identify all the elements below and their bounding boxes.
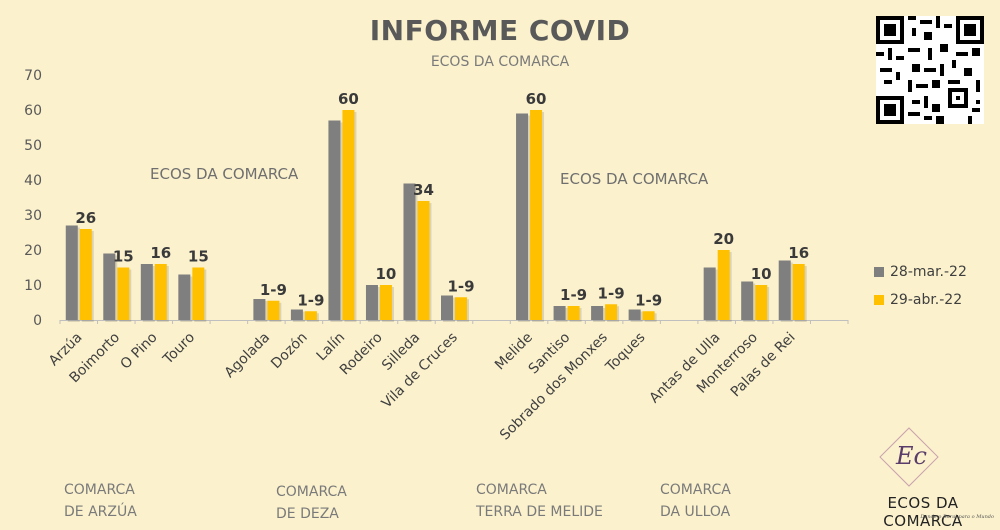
data-label: 60 — [526, 90, 547, 108]
y-tick-label: 30 — [24, 208, 42, 224]
bar-mar — [703, 267, 716, 320]
group-label-line: COMARCA — [64, 482, 135, 498]
group-label-ulloa: COMARCA DA ULLOA — [660, 479, 731, 523]
bar-abr — [717, 250, 730, 320]
group-label-line: COMARCA — [476, 482, 547, 498]
x-tick-label: Agolada — [222, 330, 274, 382]
ecos-da-comarca-logo: Ec ECOS DA COMARCA Dende o Rural para o … — [848, 427, 998, 530]
bar-abr — [79, 229, 92, 320]
y-tick-label: 0 — [33, 313, 42, 329]
logo-initials: Ec — [896, 442, 927, 470]
data-label: 1-9 — [260, 281, 287, 299]
bar-abr — [605, 304, 618, 320]
legend-item: 28-mar.-22 — [874, 258, 967, 286]
x-tick-label: Dozón — [268, 330, 311, 373]
bar-mar — [441, 295, 453, 320]
chart-legend: 28-mar.-22 29-abr.-22 — [874, 258, 967, 314]
bar-abr — [267, 300, 280, 320]
bar-mar — [103, 253, 116, 320]
data-label: 20 — [713, 230, 734, 248]
data-label: 16 — [788, 244, 809, 262]
group-label-melide: COMARCA TERRA DE MELIDE — [476, 479, 603, 523]
data-label: 15 — [113, 248, 134, 266]
bar-abr — [455, 297, 467, 320]
data-label: 34 — [413, 181, 434, 199]
bar-mar — [741, 281, 754, 320]
y-tick-label: 70 — [24, 68, 42, 84]
group-label-line: COMARCA — [276, 484, 347, 500]
group-label-line: DE ARZÚA — [64, 504, 137, 520]
legend-item: 29-abr.-22 — [874, 286, 967, 314]
bar-abr — [342, 110, 355, 320]
data-label: 10 — [751, 265, 772, 283]
bar-mar — [553, 306, 566, 320]
x-tick-label: Lalín — [314, 330, 349, 365]
group-label-deza: COMARCA DE DEZA — [276, 481, 347, 525]
bar-mar — [328, 120, 341, 320]
data-label: 26 — [75, 209, 96, 227]
bar-mar — [178, 274, 191, 320]
bar-abr — [642, 311, 655, 320]
bar-abr — [567, 306, 580, 320]
y-tick-label: 10 — [24, 278, 42, 294]
bar-abr — [154, 264, 167, 320]
y-tick-label: 40 — [24, 173, 42, 189]
bar-abr — [530, 110, 543, 320]
watermark-text: ECOS DA COMARCA — [560, 170, 709, 188]
bar-abr — [304, 311, 317, 320]
data-label: 1-9 — [635, 291, 662, 309]
data-label: 10 — [376, 265, 397, 283]
group-label-line: DE DEZA — [276, 506, 339, 522]
group-label-line: DA ULLOA — [660, 504, 731, 520]
y-tick-label: 20 — [24, 243, 42, 259]
bar-mar — [290, 309, 303, 320]
y-tick-label: 50 — [24, 138, 42, 154]
bar-abr — [792, 264, 805, 320]
bar-abr — [117, 267, 130, 320]
x-tick-label: Toques — [602, 330, 648, 376]
group-label-arzua: COMARCA DE ARZÚA — [64, 479, 137, 523]
legend-swatch-yellow — [874, 295, 884, 305]
bar-mar — [628, 309, 641, 320]
chart-subtitle: ECOS DA COMARCA — [430, 54, 570, 70]
x-tick-label: O Pino — [118, 330, 161, 373]
bar-mar — [778, 260, 791, 320]
legend-swatch-grey — [874, 267, 884, 277]
logo-tagline: Dende o Rural para o Mundo — [920, 514, 994, 520]
data-label: 15 — [188, 248, 209, 266]
y-tick-label: 60 — [24, 103, 42, 119]
bar-mar — [253, 299, 266, 320]
bar-mar — [516, 113, 529, 320]
data-label: 1-9 — [297, 291, 324, 309]
legend-label: 28-mar.-22 — [890, 264, 967, 280]
bar-mar — [403, 183, 416, 320]
group-label-line: COMARCA — [660, 482, 731, 498]
bar-mar — [591, 306, 604, 320]
data-label: 60 — [338, 90, 359, 108]
watermark-text: ECOS DA COMARCA — [150, 165, 299, 183]
bar-abr — [192, 267, 205, 320]
group-label-line: TERRA DE MELIDE — [476, 504, 603, 520]
x-tick-label: Touro — [160, 330, 199, 369]
data-label: 1-9 — [598, 284, 625, 302]
bar-mar — [140, 264, 153, 320]
data-label: 1-9 — [560, 286, 587, 304]
qr-code-icon — [876, 16, 984, 124]
data-label: 1-9 — [447, 277, 474, 295]
bar-mar — [65, 225, 78, 320]
legend-label: 29-abr.-22 — [890, 292, 963, 308]
data-label: 16 — [150, 244, 171, 262]
bar-abr — [379, 285, 392, 320]
bar-mar — [365, 285, 378, 320]
bar-abr — [417, 201, 430, 320]
logo-name: ECOS DA COMARCA — [883, 494, 963, 530]
bar-abr — [755, 285, 768, 320]
qr-code — [876, 16, 984, 124]
chart-title: INFORME COVID — [369, 14, 631, 47]
